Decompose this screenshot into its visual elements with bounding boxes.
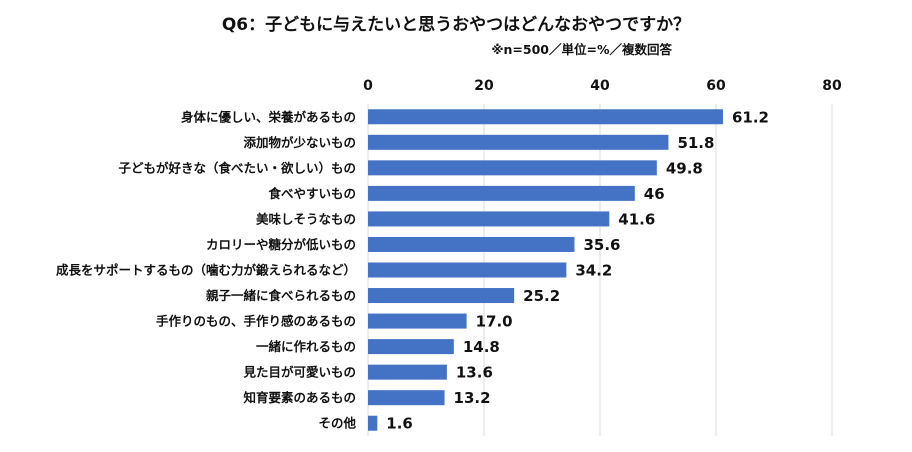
chart-title: Q6：子どもに与えたいと思うおやつはどんなおやつですか？	[221, 15, 691, 35]
x-tick-label: 0	[363, 78, 373, 94]
category-labels: 身体に優しい、栄養があるもの添加物が少ないもの子どもが好きな（食べたい・欲しい）…	[56, 109, 357, 430]
value-label: 34.2	[575, 262, 612, 280]
value-label: 49.8	[666, 159, 703, 177]
category-label: 知育要素のあるもの	[242, 390, 356, 405]
value-label: 1.6	[386, 415, 413, 433]
bars	[368, 109, 723, 431]
category-label: 子どもが好きな（食べたい・欲しい）もの	[118, 160, 356, 175]
category-label: 一緒に作れるもの	[256, 339, 356, 354]
value-label: 13.2	[454, 389, 491, 407]
bar	[368, 160, 657, 176]
bar	[368, 185, 635, 201]
x-tick-label: 20	[474, 78, 494, 94]
bar	[368, 236, 575, 252]
bar	[368, 415, 378, 431]
bar	[368, 262, 567, 278]
bar	[368, 313, 467, 329]
category-label: 美味しそうなもの	[256, 211, 356, 226]
x-tick-label: 40	[590, 78, 610, 94]
bar	[368, 211, 610, 227]
value-label: 41.6	[618, 210, 655, 228]
value-label: 51.8	[677, 134, 714, 152]
value-label: 35.6	[583, 236, 620, 254]
x-tick-label: 80	[822, 78, 842, 94]
category-label: 食べやすいもの	[267, 186, 356, 201]
value-labels: 61.2 51.8 49.846 41.6 35.6 34.2 25.2 17.0 14.8 13…	[386, 108, 769, 432]
category-label: 親子一緒に食べられるもの	[206, 288, 356, 303]
chart-subtitle: ※n=500／単位=%／複数回答	[491, 42, 672, 57]
value-label: 17.0	[476, 313, 513, 331]
value-label: 13.6	[456, 364, 493, 382]
value-label: 61.2	[732, 108, 769, 126]
category-label: その他	[318, 416, 356, 431]
bar	[368, 339, 454, 355]
category-label: カロリーや糖分が低いもの	[206, 237, 356, 252]
category-label: 見た目が可愛いもの	[242, 365, 356, 380]
bar	[368, 109, 723, 125]
bar	[368, 288, 515, 304]
value-label: 46	[644, 185, 665, 203]
value-label: 25.2	[523, 287, 560, 305]
bar	[368, 390, 445, 406]
category-label: 手作りのもの、手作り感のあるもの	[156, 314, 356, 329]
category-label: 添加物が少ないもの	[243, 135, 356, 150]
x-tick-labels: 0 20 40 60 80	[363, 78, 842, 94]
bar	[368, 364, 447, 380]
category-label: 成長をサポートするもの（噛む力が鍛えられるなど）	[56, 263, 356, 278]
x-tick-label: 60	[706, 78, 726, 94]
category-label: 身体に優しい、栄養があるもの	[181, 109, 356, 124]
bar	[368, 134, 669, 150]
value-label: 14.8	[463, 338, 500, 356]
